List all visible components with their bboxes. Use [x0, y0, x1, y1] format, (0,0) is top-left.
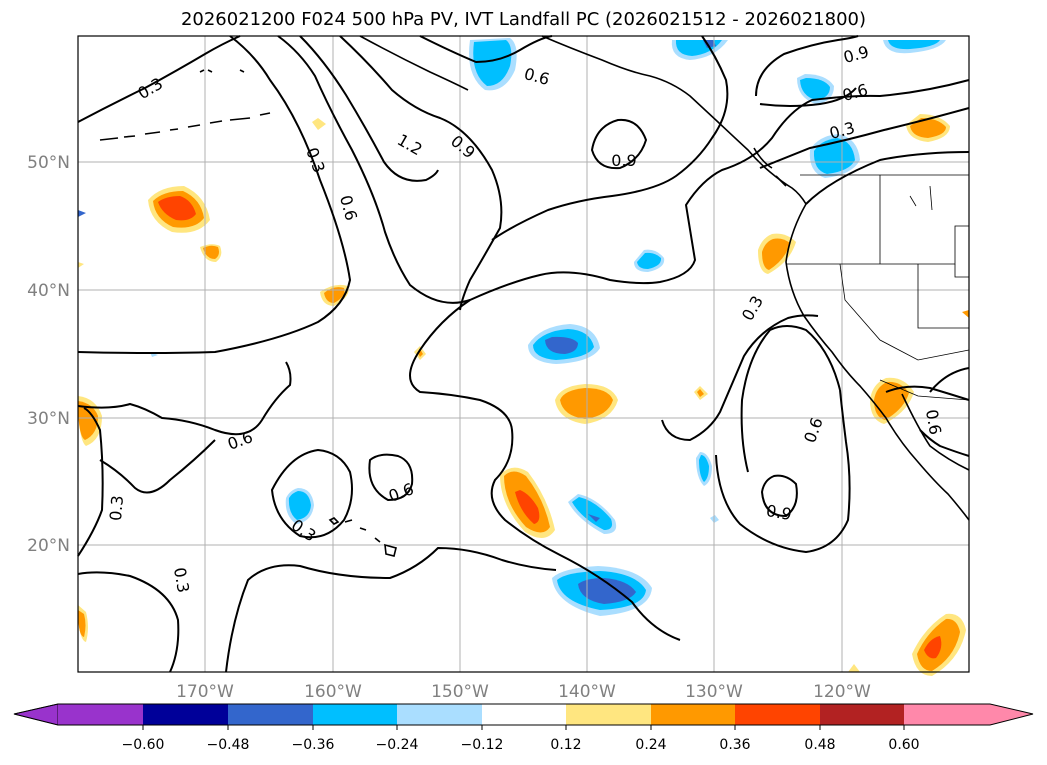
colorbar-outline [13, 703, 1034, 726]
lon-label: 140°W [558, 682, 616, 702]
colorbar-segment [313, 704, 397, 725]
map-frame [77, 35, 970, 673]
lat-label: 50°N [27, 153, 70, 173]
colorbar-segment [143, 704, 228, 725]
colorbar-segment [58, 704, 143, 725]
contour-label: 0.3 [106, 495, 127, 522]
contour-label: 0.9 [611, 151, 636, 170]
colorbar-segment [566, 704, 651, 725]
colorbar-segment [820, 704, 904, 725]
colorbar: −0.60 −0.48 −0.36 −0.24 −0.12 0.12 0.24 … [13, 703, 1034, 753]
colorbar-tick-label: −0.24 [376, 737, 419, 753]
contour-label: 0.3 [170, 566, 193, 594]
colorbar-under-triangle [13, 703, 59, 726]
latitude-labels: 50°N 40°N 30°N 20°N [27, 153, 70, 556]
colorbar-segment [228, 704, 313, 725]
colorbar-over-triangle [904, 704, 1033, 725]
colorbar-tick-label: −0.60 [122, 737, 165, 753]
lon-label: 170°W [176, 682, 234, 702]
lat-label: 20°N [27, 536, 70, 556]
colorbar-tick-label: −0.36 [292, 737, 335, 753]
lat-label: 30°N [27, 409, 70, 429]
colorbar-segment [482, 704, 566, 725]
lon-label: 150°W [431, 682, 489, 702]
colorbar-tick-label: −0.48 [207, 737, 250, 753]
colorbar-tick-label: 0.12 [550, 737, 581, 753]
longitude-labels: 170°W 160°W 150°W 140°W 130°W 120°W [176, 682, 871, 702]
colorbar-tick-label: 0.36 [719, 737, 750, 753]
lat-label: 40°N [27, 281, 70, 301]
lon-label: 120°W [813, 682, 871, 702]
map-title: 2026021200 F024 500 hPa PV, IVT Landfall… [180, 9, 867, 30]
coastlines [99, 35, 970, 557]
lon-label: 130°W [685, 682, 743, 702]
colorbar-tick-label: 0.24 [635, 737, 666, 753]
pv-contours [77, 35, 970, 673]
colorbar-segment [735, 704, 820, 725]
borders [786, 174, 970, 401]
colorbar-tick-label: 0.48 [804, 737, 835, 753]
colorbar-segment [651, 704, 735, 725]
contour-label: 0.9 [765, 501, 793, 524]
colorbar-segment [397, 704, 482, 725]
lon-label: 160°W [304, 682, 362, 702]
contour-label: 0.6 [922, 408, 945, 436]
colorbar-tick-label: −0.12 [461, 737, 504, 753]
colorbar-tick-label: 0.60 [888, 737, 919, 753]
graticule [78, 36, 969, 672]
